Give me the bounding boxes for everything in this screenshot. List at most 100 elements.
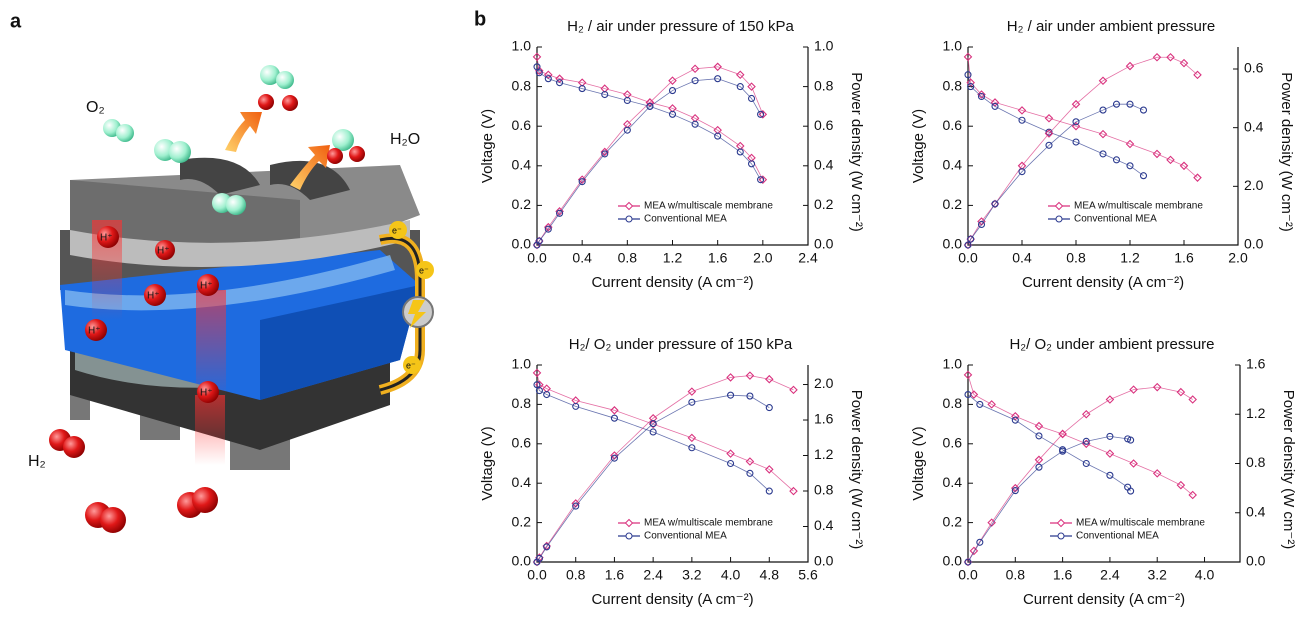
x-tick-label: 1.6	[1053, 567, 1073, 583]
y2-tick-label: 0.0	[814, 553, 834, 569]
y-tick-label: 1.0	[943, 38, 963, 54]
data-point	[963, 52, 973, 62]
data-point	[765, 374, 774, 384]
x-axis-label: Current density (A cm⁻²)	[1022, 274, 1184, 291]
data-point	[543, 543, 551, 551]
data-point	[1112, 100, 1121, 108]
legend-marker	[625, 532, 633, 540]
data-point	[648, 413, 658, 423]
chart: H₂/ O₂ under pressure of 150 kPa 0.0 0.8 1.…	[479, 336, 865, 608]
data-point	[1125, 139, 1135, 149]
y2-tick-label: 0.2	[814, 196, 834, 212]
data-point	[1035, 432, 1043, 440]
data-point	[746, 392, 754, 400]
data-point	[687, 433, 697, 443]
x-tick-label: 0.4	[1012, 250, 1032, 266]
data-point	[688, 444, 696, 452]
data-point	[1072, 138, 1080, 146]
x-tick-label: 0.0	[527, 567, 547, 583]
y-tick-label: 0.6	[943, 435, 963, 451]
data-point	[535, 387, 543, 395]
x-tick-label: 4.0	[721, 567, 741, 583]
data-point	[691, 77, 699, 85]
data-point	[1176, 480, 1186, 490]
data-point	[1126, 100, 1134, 108]
y-tick-label: 0.8	[943, 77, 963, 93]
chart: H₂ / air under ambient pressure 0.0 0.4 0.8…	[910, 18, 1295, 291]
legend-marker	[1054, 201, 1064, 211]
data-point	[1082, 459, 1090, 468]
chart-title: H₂ / air under ambient pressure	[1007, 18, 1215, 35]
proton-label: H⁺	[147, 291, 160, 302]
data-point	[726, 373, 735, 382]
data-point	[1071, 99, 1081, 109]
legend-marker	[1056, 518, 1066, 528]
y2-axis-label: Power density (W cm⁻²)	[1278, 72, 1295, 232]
x-tick-label: 1.2	[663, 250, 683, 266]
electron-label: e⁻	[406, 360, 416, 370]
x-tick-label: 1.6	[605, 567, 625, 583]
y-tick-label: 1.0	[512, 356, 532, 372]
y-tick-label: 0.6	[943, 117, 963, 133]
y2-axis-label: Power density (W cm⁻²)	[848, 390, 865, 550]
series-line	[536, 372, 794, 492]
data-point	[967, 235, 975, 243]
y2-axis-label: Power density (W cm⁻²)	[1280, 390, 1297, 550]
series-line	[536, 56, 764, 180]
data-point	[1166, 52, 1175, 62]
data-point	[964, 71, 972, 79]
data-point	[1152, 52, 1162, 62]
data-point	[964, 390, 972, 399]
x-axis-label: Current density (A cm⁻²)	[1023, 591, 1185, 608]
data-point	[1081, 409, 1091, 419]
y-tick-label: 0.0	[512, 553, 532, 569]
data-point	[1035, 463, 1043, 471]
x-tick-label: 4.8	[760, 567, 780, 583]
y2-tick-label: 0.4	[1246, 503, 1266, 519]
data-point	[555, 74, 564, 83]
series-line	[967, 56, 1198, 178]
x-tick-label: 0.8	[618, 250, 638, 266]
series-line	[967, 74, 1144, 177]
series-line	[536, 375, 794, 563]
data-point	[1152, 149, 1162, 159]
data-point	[1152, 469, 1162, 478]
y-tick-label: 0.0	[943, 236, 963, 252]
data-point	[1193, 173, 1202, 182]
x-tick-label: 5.6	[798, 567, 818, 583]
data-point	[688, 398, 696, 406]
legend-label: Conventional MEA	[644, 214, 727, 225]
data-point	[758, 175, 768, 184]
y-tick-label: 0.4	[943, 474, 963, 490]
y-tick-label: 0.8	[943, 395, 963, 411]
axis-frame	[967, 47, 1239, 246]
y2-tick-label: 0.0	[814, 236, 834, 252]
y-axis-label: Voltage (V)	[479, 109, 496, 183]
y-tick-label: 0.2	[943, 513, 963, 529]
x-tick-label: 0.8	[1066, 250, 1086, 266]
data-point	[1071, 121, 1081, 131]
x-tick-label: 4.0	[1195, 567, 1215, 583]
data-point	[532, 368, 542, 378]
data-point	[687, 387, 697, 396]
x-tick-label: 2.0	[1228, 250, 1248, 266]
data-point	[991, 200, 999, 208]
data-point	[1017, 106, 1027, 115]
data-point	[789, 486, 798, 496]
data-point	[1098, 129, 1108, 139]
data-point	[533, 381, 541, 389]
data-point	[963, 370, 973, 380]
series-line	[967, 394, 1131, 492]
data-point	[765, 465, 774, 474]
data-point	[1011, 411, 1020, 421]
proton-label: H⁺	[100, 233, 113, 244]
y2-tick-label: 1.2	[1246, 405, 1266, 421]
data-point	[556, 79, 564, 87]
data-point	[745, 457, 755, 466]
y-tick-label: 0.2	[512, 196, 532, 212]
data-point	[600, 147, 610, 157]
data-point	[623, 119, 632, 129]
x-tick-label: 0.0	[958, 250, 978, 266]
proton-label: H⁺	[200, 388, 213, 399]
data-point	[977, 92, 986, 101]
